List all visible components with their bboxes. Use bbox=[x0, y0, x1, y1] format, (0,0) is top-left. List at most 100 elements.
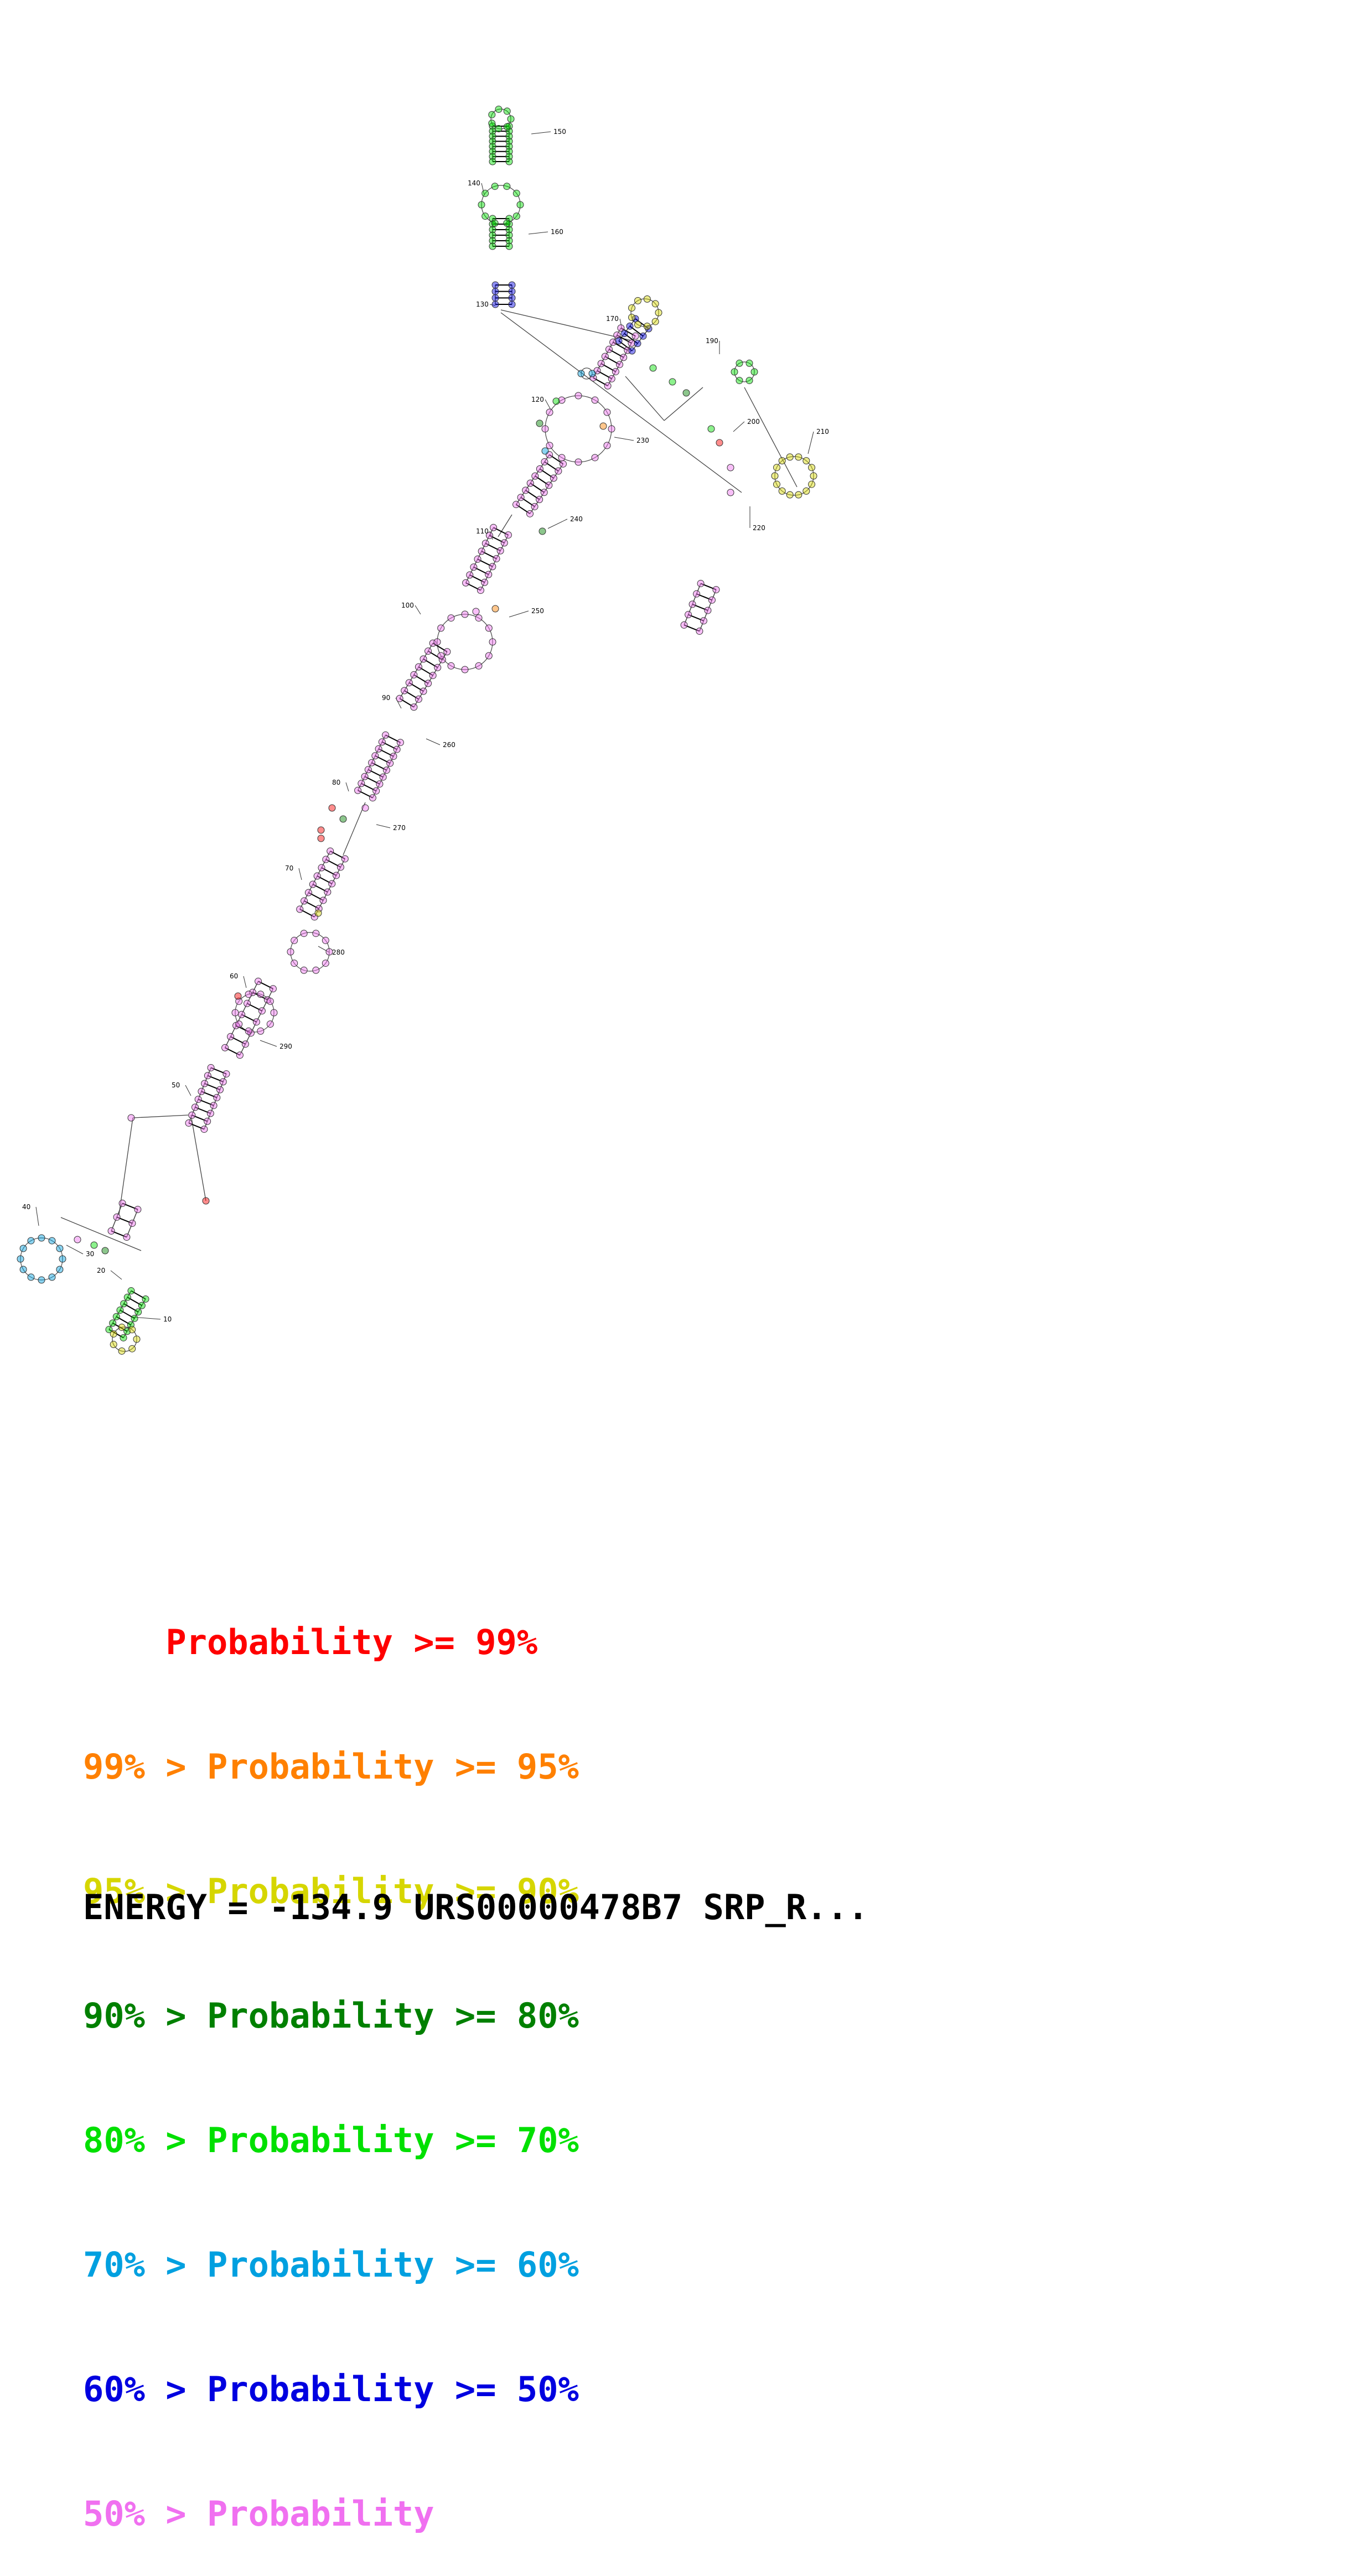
nucleotide bbox=[643, 323, 651, 330]
nucleotide bbox=[19, 1245, 27, 1252]
base-pair-line bbox=[489, 535, 505, 543]
nucleotide bbox=[328, 804, 336, 812]
position-label: 60 bbox=[230, 972, 238, 980]
nucleotide bbox=[505, 148, 513, 156]
base-pair-lines bbox=[108, 126, 717, 1339]
nucleotide bbox=[222, 1070, 230, 1078]
position-tick bbox=[489, 304, 496, 306]
nucleotide bbox=[59, 1255, 66, 1263]
nucleotide bbox=[550, 474, 557, 482]
nucleotide bbox=[219, 1078, 227, 1086]
position-label: 170 bbox=[606, 315, 619, 323]
energy-value: ENERGY = -134.9 bbox=[83, 1887, 393, 1927]
nucleotide bbox=[522, 486, 530, 494]
loop-backbone bbox=[490, 108, 511, 129]
nucleotide bbox=[536, 419, 543, 427]
position-label: 250 bbox=[531, 607, 544, 615]
nucleotide bbox=[608, 425, 615, 433]
nucleotide bbox=[526, 510, 534, 517]
base-pair-line bbox=[304, 900, 319, 909]
nucleotide bbox=[604, 382, 612, 390]
nucleotide bbox=[461, 666, 469, 673]
nucleotide bbox=[503, 183, 511, 190]
nucleotide bbox=[485, 532, 493, 540]
backbone-connector bbox=[500, 309, 631, 341]
nucleotide bbox=[74, 1236, 81, 1243]
nucleotide bbox=[27, 1273, 35, 1281]
backbone-strand bbox=[631, 328, 649, 351]
nucleotide bbox=[133, 1335, 141, 1343]
base-pair-line bbox=[548, 454, 564, 465]
position-label: 110 bbox=[476, 527, 489, 535]
nucleotide bbox=[599, 422, 607, 430]
nucleotide bbox=[322, 936, 329, 944]
nucleotide bbox=[376, 780, 384, 788]
position-tick bbox=[489, 531, 493, 540]
base-pair-line bbox=[204, 1083, 220, 1091]
nucleotide bbox=[773, 464, 780, 471]
nucleotide bbox=[491, 219, 499, 227]
position-tick bbox=[547, 519, 568, 529]
base-pair-line bbox=[700, 583, 717, 590]
position-label: 220 bbox=[753, 524, 765, 532]
nucleotide bbox=[745, 359, 753, 367]
position-tick bbox=[66, 1245, 84, 1255]
nucleotide bbox=[546, 442, 553, 449]
nucleotide bbox=[541, 447, 549, 455]
nucleotide bbox=[489, 148, 496, 156]
position-label: 10 bbox=[163, 1315, 172, 1323]
position-label: 120 bbox=[531, 396, 544, 403]
legend-row: 95% > Probability >= 90% bbox=[83, 1870, 1079, 1912]
nucleotide bbox=[478, 201, 485, 209]
position-tick bbox=[35, 1206, 39, 1226]
nucleotide bbox=[227, 1033, 235, 1040]
base-pair-line bbox=[477, 558, 493, 567]
nucleotide bbox=[507, 115, 515, 123]
nucleotide bbox=[216, 1086, 224, 1093]
legend-row: 60% > Probability >= 50% bbox=[83, 2368, 1079, 2410]
backbone-connector bbox=[664, 387, 703, 421]
nucleotide bbox=[491, 294, 499, 302]
nucleotide bbox=[410, 703, 418, 711]
nucleotide bbox=[127, 1114, 135, 1122]
nucleotide bbox=[588, 370, 596, 377]
base-pair-line bbox=[481, 551, 497, 559]
nucleotide bbox=[291, 960, 298, 967]
nucleotide bbox=[508, 300, 516, 308]
base-pair-line bbox=[530, 483, 545, 493]
nucleotide bbox=[258, 1007, 266, 1015]
nucleotide bbox=[505, 143, 513, 151]
nucleotide bbox=[315, 905, 323, 913]
position-tick bbox=[345, 782, 349, 792]
nucleotide bbox=[249, 988, 257, 996]
nucleotide bbox=[101, 1247, 109, 1255]
base-pair-line bbox=[198, 1098, 214, 1106]
base-pair-line bbox=[308, 892, 324, 901]
nucleotide bbox=[555, 467, 562, 475]
nucleotide bbox=[504, 531, 512, 539]
nucleotide bbox=[245, 1027, 252, 1035]
nucleotide bbox=[118, 1199, 126, 1207]
nucleotide bbox=[491, 281, 499, 289]
nucleotide bbox=[526, 479, 534, 487]
nucleotide bbox=[810, 472, 817, 480]
base-pair-line bbox=[299, 909, 315, 918]
nucleotide bbox=[503, 219, 511, 227]
nucleotide bbox=[317, 835, 325, 842]
loop-backbone bbox=[581, 367, 593, 380]
nucleotide bbox=[333, 872, 340, 879]
position-tick bbox=[185, 1085, 191, 1096]
legend-text: Probability >= 60% bbox=[206, 2245, 579, 2285]
base-pair-line bbox=[317, 875, 333, 884]
nucleotide bbox=[489, 215, 496, 222]
nucleotide bbox=[485, 652, 493, 660]
position-tick bbox=[318, 946, 330, 953]
nucleotide bbox=[309, 880, 317, 888]
nucleotide bbox=[110, 1330, 117, 1338]
base-pair-line bbox=[493, 527, 509, 536]
position-labels: 10 20 30 40 50 60 70 80 90 100 110 120 130 140 150 160 1… bbox=[22, 128, 829, 1323]
nucleotide bbox=[472, 608, 480, 615]
nucleotide bbox=[489, 226, 496, 234]
nucleotide bbox=[361, 804, 369, 812]
nucleotide bbox=[496, 547, 504, 554]
